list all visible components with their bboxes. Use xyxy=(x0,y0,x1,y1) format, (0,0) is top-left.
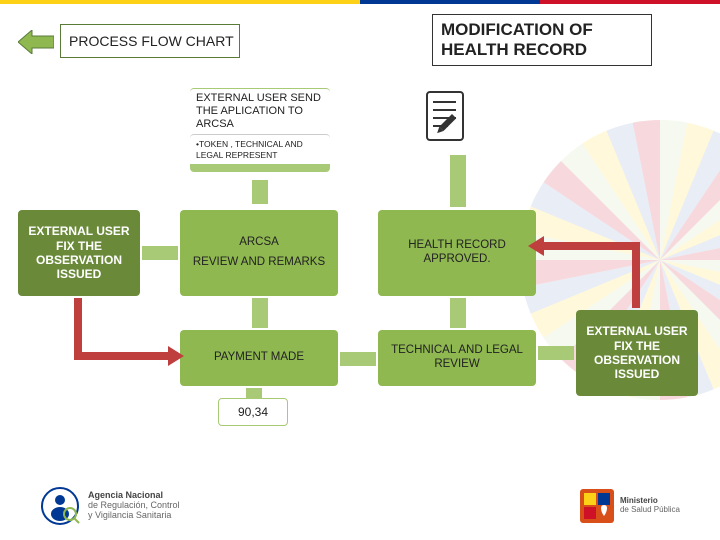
conn-red-left-h xyxy=(74,352,178,360)
node-external-user-send-sub: •TOKEN , TECHNICAL AND LEGAL REPRESENT xyxy=(190,134,330,164)
node-external-user-send: EXTERNAL USER SEND THE APLICATION TO ARC… xyxy=(190,88,330,134)
conn-g-n3-n5 xyxy=(252,298,268,328)
n2-l3: OBSERVATION xyxy=(36,253,122,267)
conn-g-n2-n3 xyxy=(142,246,178,260)
node-arcsa-review: ARCSA REVIEW AND REMARKS xyxy=(180,210,338,296)
n3-l2: REVIEW AND REMARKS xyxy=(193,256,325,270)
node-value-9034: 90,34 xyxy=(218,398,288,426)
conn-g-doc-n4 xyxy=(450,155,466,207)
n5-l1: PAYMENT MADE xyxy=(214,351,304,365)
node-health-record-approved: HEALTH RECORD APPROVED. xyxy=(378,210,536,296)
logo-arcsa: Agencia Nacional de Regulación, Control … xyxy=(40,486,180,526)
n1-accent xyxy=(190,164,330,172)
n1-l1: EXTERNAL USER SEND xyxy=(196,92,321,105)
arcsa-icon xyxy=(40,486,80,526)
msp-l2: de Salud Pública xyxy=(620,506,680,515)
arcsa-l3: y Vigilancia Sanitaria xyxy=(88,511,180,521)
n4-l2: APPROVED. xyxy=(423,253,490,267)
logo-msp: Ministerio de Salud Pública xyxy=(580,489,680,523)
n4-l1: HEALTH RECORD xyxy=(408,239,506,253)
flag-stripe xyxy=(0,0,720,4)
n3-l1: ARCSA xyxy=(239,236,279,250)
process-label-text: PROCESS FLOW CHART xyxy=(69,33,234,49)
n7-l4: ISSUED xyxy=(615,367,660,381)
process-flow-chart-label: PROCESS FLOW CHART xyxy=(60,24,240,58)
node-external-user-fix-right: EXTERNAL USER FIX THE OBSERVATION ISSUED xyxy=(576,310,698,396)
page-title: MODIFICATION OF HEALTH RECORD xyxy=(432,14,652,66)
conn-red-right-v xyxy=(632,242,640,308)
conn-red-right-h xyxy=(540,242,640,250)
conn-g-n1-n3 xyxy=(252,180,268,204)
node-payment-made: PAYMENT MADE xyxy=(180,330,338,386)
conn-g-n5-n6 xyxy=(340,352,376,366)
node-external-user-fix-left: EXTERNAL USER FIX THE OBSERVATION ISSUED xyxy=(18,210,140,296)
document-icon xyxy=(422,88,474,144)
node-technical-legal-review: TECHNICAL AND LEGAL REVIEW xyxy=(378,330,536,386)
n2-l2: FIX THE xyxy=(56,239,102,253)
n2-l1: EXTERNAL USER xyxy=(28,224,129,238)
conn-g-n5-n8 xyxy=(246,388,262,398)
arrowhead-red-right xyxy=(526,236,544,256)
title-line2: HEALTH RECORD xyxy=(441,40,643,60)
msp-icon xyxy=(580,489,614,523)
title-line1: MODIFICATION OF xyxy=(441,20,643,40)
conn-g-n6-n7 xyxy=(538,346,574,360)
n6-l1: TECHNICAL AND LEGAL xyxy=(391,344,523,358)
arrowhead-red-left xyxy=(168,346,186,366)
n1-l3: ARCSA xyxy=(196,118,234,131)
n2-l4: ISSUED xyxy=(57,267,102,281)
n7-l1: EXTERNAL USER xyxy=(586,324,687,338)
conn-red-left-v xyxy=(74,298,82,360)
n7-l3: OBSERVATION xyxy=(594,353,680,367)
conn-g-n4-n6 xyxy=(450,298,466,328)
back-arrow-icon xyxy=(18,30,54,54)
n8-v: 90,34 xyxy=(238,405,268,419)
footer-logos: Agencia Nacional de Regulación, Control … xyxy=(40,486,680,526)
n6-l2: REVIEW xyxy=(434,358,479,372)
n7-l2: FIX THE xyxy=(614,339,660,353)
n1-sub: •TOKEN , TECHNICAL AND LEGAL REPRESENT xyxy=(196,139,324,159)
n1-l2: THE APLICATION TO xyxy=(196,105,303,118)
